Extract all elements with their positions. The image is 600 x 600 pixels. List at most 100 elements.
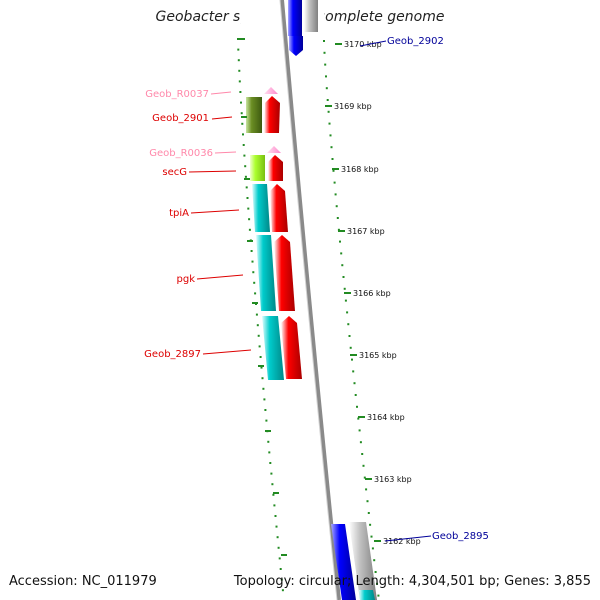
left-tick-track xyxy=(237,38,287,592)
left-major-tick xyxy=(252,302,258,304)
gene-geob-2901-red xyxy=(264,96,280,133)
right-track-dot xyxy=(323,51,326,54)
right-track-dot xyxy=(354,394,357,396)
right-track-dot xyxy=(328,122,331,125)
genome-backbone-highlight xyxy=(279,0,338,600)
left-track-dot xyxy=(278,557,281,560)
gene-grey-top xyxy=(304,0,318,32)
tick-label: 3162 kbp xyxy=(383,537,421,546)
right-track-dot xyxy=(346,311,349,314)
major-tick xyxy=(374,540,381,542)
right-track-dot xyxy=(326,99,329,101)
gene-secg-red xyxy=(268,155,283,181)
gene-geob-2901-olive xyxy=(246,97,262,133)
left-major-tick xyxy=(273,492,279,494)
left-track-dot xyxy=(247,207,250,210)
left-track-dot xyxy=(238,69,241,72)
gene-pgk-red xyxy=(274,235,295,311)
gene-labels: Geob_2902 Geob_R0037 Geob_2901 Geob_R0036se… xyxy=(144,36,489,542)
gene-secg-lime xyxy=(250,155,265,181)
left-track-dot xyxy=(267,440,270,443)
gene-geob-2897-cyan xyxy=(262,316,284,380)
left-track-dot xyxy=(280,578,283,581)
gene-label: tpiA xyxy=(169,208,189,219)
gene-tpia-red xyxy=(270,184,288,232)
gene-label: Geob_2897 xyxy=(144,349,201,360)
left-track-dot xyxy=(244,165,247,168)
right-track-dot xyxy=(361,453,364,455)
left-track-dot xyxy=(277,546,280,549)
gene-leader-line xyxy=(190,209,240,214)
right-track-dot xyxy=(348,335,351,337)
left-track-dot xyxy=(263,398,266,401)
gene-label: Geob_2902 xyxy=(387,36,444,47)
left-track-dot xyxy=(240,101,242,104)
right-track-dot xyxy=(341,264,344,267)
tick-label: 3169 kbp xyxy=(334,102,372,111)
left-track-dot xyxy=(248,228,251,231)
right-track-dot xyxy=(325,87,328,90)
genome-backbone xyxy=(280,0,341,600)
left-major-tick xyxy=(238,38,245,40)
left-track-dot xyxy=(270,472,273,475)
gene-label: Geob_2895 xyxy=(432,531,489,542)
left-track-dot xyxy=(275,525,278,528)
right-track-dot xyxy=(349,346,352,349)
gene-label: secG xyxy=(162,167,187,178)
left-track-dot xyxy=(260,366,263,369)
tick-label: 3164 kbp xyxy=(367,413,405,422)
right-tick-track xyxy=(323,40,380,597)
gene-leader-line xyxy=(214,151,237,154)
tick-label: 3166 kbp xyxy=(353,289,391,298)
left-track-dot xyxy=(242,133,244,136)
left-track-dot xyxy=(256,324,259,327)
right-track-dot xyxy=(327,110,330,113)
left-track-dot xyxy=(271,483,274,486)
left-major-tick xyxy=(265,430,271,432)
left-major-tick xyxy=(281,554,287,556)
right-track-dot xyxy=(347,323,350,326)
gene-leader-line xyxy=(202,349,252,355)
right-track-dot xyxy=(358,429,361,432)
left-track-dot xyxy=(273,504,276,507)
gene-label: Geob_R0037 xyxy=(145,89,209,100)
right-track-dot xyxy=(359,441,362,444)
left-track-dot xyxy=(242,144,245,146)
left-track-dot xyxy=(245,186,248,189)
gene-cyan-bottom xyxy=(359,590,375,600)
left-track-dot xyxy=(279,568,282,570)
right-track-dot xyxy=(331,158,334,160)
right-track-dot xyxy=(365,488,368,491)
right-track-dot xyxy=(329,134,332,137)
gene-pgk-cyan xyxy=(256,235,276,311)
major-tick xyxy=(358,416,365,418)
gene-tpia-cyan xyxy=(252,184,270,232)
left-track-dot xyxy=(246,197,249,199)
right-track-dot xyxy=(362,464,365,467)
major-tick xyxy=(325,105,332,107)
right-track-dot xyxy=(334,193,337,196)
right-track-dot xyxy=(373,559,376,562)
right-track-dot xyxy=(366,500,369,503)
major-tick xyxy=(332,168,339,170)
right-track-dot xyxy=(369,523,372,526)
gene-leader-line xyxy=(210,91,232,95)
left-track-dot xyxy=(276,536,279,539)
right-track-dot xyxy=(325,75,327,78)
tick-label: 3170 kbp xyxy=(344,40,382,49)
accession-text: Accession: NC_011979 xyxy=(9,574,157,589)
right-track-dot xyxy=(335,205,338,208)
left-track-dot xyxy=(237,48,240,51)
right-track-dot xyxy=(356,405,358,408)
left-major-tick xyxy=(247,240,253,242)
left-track-dot xyxy=(269,462,272,464)
feature-band xyxy=(238,0,375,600)
left-track-dot xyxy=(253,281,256,284)
gene-leader-line xyxy=(188,170,237,173)
left-track-dot xyxy=(264,409,267,411)
right-track-dot xyxy=(344,299,347,302)
left-track-dot xyxy=(258,345,261,348)
gene-geob-2897-red xyxy=(281,316,302,379)
gene-geob-r0036-marker xyxy=(267,146,281,153)
gene-leader-line xyxy=(384,535,432,542)
